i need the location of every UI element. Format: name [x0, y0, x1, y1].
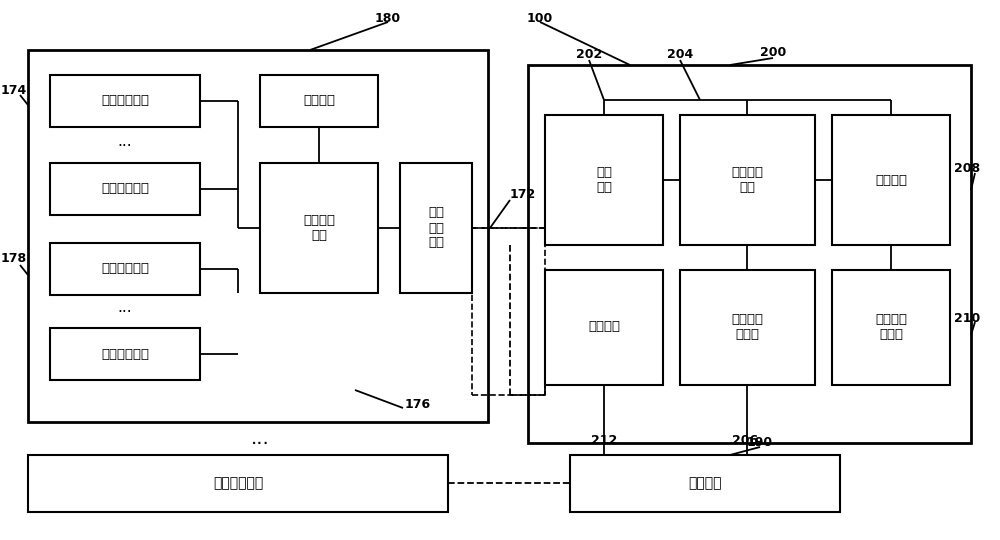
Text: 206: 206	[732, 434, 758, 447]
Text: 本地
通信
模块: 本地 通信 模块	[428, 206, 444, 249]
Text: 100: 100	[527, 11, 553, 24]
Bar	[50, 75, 200, 127]
Text: 环境调节设备: 环境调节设备	[101, 262, 149, 275]
Text: 环境调节设备: 环境调节设备	[101, 348, 149, 361]
Text: ···: ···	[118, 139, 132, 154]
Text: 190: 190	[747, 435, 773, 449]
Bar	[832, 270, 950, 385]
Text: 204: 204	[667, 49, 693, 62]
Text: 200: 200	[760, 46, 786, 59]
Text: 数据处理
模块: 数据处理 模块	[731, 166, 763, 194]
Text: 环境监测设备: 环境监测设备	[101, 183, 149, 195]
Text: 环境监测设备: 环境监测设备	[101, 94, 149, 107]
Text: 202: 202	[576, 49, 602, 62]
Text: 存储模块: 存储模块	[588, 321, 620, 334]
Bar	[545, 115, 663, 245]
Bar	[50, 328, 200, 380]
Text: 评估规则
数据库: 评估规则 数据库	[875, 313, 907, 341]
Bar	[570, 455, 840, 512]
Text: 174: 174	[1, 84, 27, 97]
Bar	[50, 163, 200, 215]
Text: ···: ···	[118, 306, 132, 321]
Bar	[28, 455, 448, 512]
Text: 208: 208	[954, 161, 980, 174]
Text: 终端设备: 终端设备	[688, 476, 722, 490]
Bar	[680, 115, 815, 245]
Text: 176: 176	[405, 399, 431, 411]
Text: ···: ···	[251, 435, 269, 455]
Bar	[545, 270, 663, 385]
Bar	[260, 75, 378, 127]
Text: 定位设备: 定位设备	[303, 94, 335, 107]
Text: 通信
模块: 通信 模块	[596, 166, 612, 194]
Text: 本地控制
模块: 本地控制 模块	[303, 214, 335, 242]
Text: 比较规则
数据库: 比较规则 数据库	[731, 313, 763, 341]
Bar	[400, 163, 472, 293]
Bar	[528, 65, 971, 443]
Bar	[50, 243, 200, 295]
Text: 172: 172	[510, 188, 536, 201]
Text: 180: 180	[375, 11, 401, 24]
Text: 210: 210	[954, 312, 980, 325]
Text: 178: 178	[1, 252, 27, 265]
Text: 212: 212	[591, 434, 617, 447]
Text: 评估模块: 评估模块	[875, 173, 907, 186]
Text: 药物调配系统: 药物调配系统	[213, 476, 263, 490]
Bar	[832, 115, 950, 245]
Bar	[28, 50, 488, 422]
Bar	[472, 228, 545, 395]
Bar	[260, 163, 378, 293]
Bar	[680, 270, 815, 385]
